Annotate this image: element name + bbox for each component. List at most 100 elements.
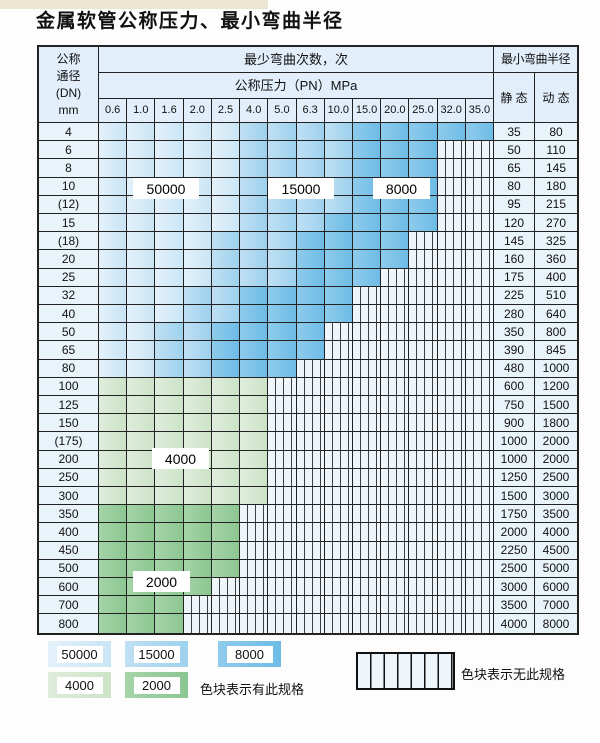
- static-header: 静 态: [494, 73, 535, 122]
- spec-cell: [240, 232, 269, 250]
- spec-cell: [127, 396, 156, 414]
- no-spec-cell: [381, 432, 410, 450]
- zone-value-label: 15000: [268, 178, 334, 199]
- spec-cell: [155, 232, 184, 250]
- spec-cell: [99, 432, 128, 450]
- dn-cell: 32: [39, 286, 99, 305]
- spec-cell: [99, 377, 128, 396]
- bend-cycles-header-group: 最少弯曲次数，次 公称压力（PN）MPa 0.6 1.0 1.6 2.0 2.5 4.0 5…: [99, 47, 494, 122]
- spec-cell: [240, 177, 269, 195]
- spec-cell: [127, 195, 156, 214]
- no-spec-cell: [240, 578, 269, 596]
- no-spec-cell: [437, 286, 466, 305]
- spec-cell: [381, 123, 410, 141]
- spec-cell: [183, 523, 212, 541]
- dynamic-radius-cell: 360: [545, 252, 567, 267]
- no-spec-cell: [268, 468, 297, 487]
- no-spec-cell: [465, 286, 494, 305]
- no-spec-cell: [296, 450, 325, 468]
- spec-cell: [268, 359, 297, 377]
- no-spec-cell: [437, 468, 466, 487]
- spec-cell: [99, 359, 128, 377]
- pressure-value-cell: 25.0: [409, 99, 438, 122]
- no-spec-cell: [324, 396, 353, 414]
- spec-cell: [324, 195, 353, 214]
- table-row: 4 35 80: [39, 123, 577, 142]
- zone-value-label: 4000: [152, 448, 209, 469]
- no-spec-cell: [240, 559, 269, 578]
- spec-cell: [127, 614, 156, 633]
- no-spec-cell: [465, 195, 494, 214]
- no-spec-cell: [465, 214, 494, 232]
- spec-cell: [155, 432, 184, 450]
- no-spec-cell: [352, 377, 382, 396]
- spec-cell: [240, 432, 269, 450]
- legend-swatch: 50000: [48, 641, 111, 667]
- no-spec-cell: [465, 377, 494, 396]
- no-spec-cell: [409, 541, 438, 559]
- pressure-value-cell: 2.0: [184, 99, 212, 122]
- legend-swatch: 4000: [48, 672, 111, 698]
- dn-cell: 200: [39, 450, 99, 468]
- pressure-value-cell: 1.0: [127, 99, 156, 122]
- spec-cell: [127, 487, 156, 505]
- zone-value-label: 50000: [133, 178, 199, 199]
- spec-cells: [99, 505, 494, 523]
- spec-cell: [155, 377, 184, 396]
- spec-cell: [99, 396, 128, 414]
- spec-cell: [240, 341, 269, 359]
- spec-cell: [183, 396, 212, 414]
- no-spec-cell: [381, 487, 410, 505]
- spec-cells: [99, 359, 494, 377]
- spec-cell: [240, 195, 269, 214]
- no-spec-cell: [465, 596, 494, 614]
- spec-cell: [211, 195, 241, 214]
- no-spec-cell: [352, 341, 382, 359]
- spec-cell: [240, 286, 269, 305]
- static-radius-cell: 2500: [494, 559, 535, 578]
- spec-cell: [99, 559, 128, 578]
- no-spec-cell: [437, 250, 466, 268]
- no-spec-cell: [324, 541, 353, 559]
- spec-cell: [211, 559, 241, 578]
- spec-cell: [99, 578, 128, 596]
- dn-cell: 125: [39, 396, 99, 414]
- no-spec-cell: [381, 596, 410, 614]
- no-spec-cell: [409, 450, 438, 468]
- spec-cell: [324, 159, 353, 177]
- spec-cell: [240, 487, 269, 505]
- spec-cell: [99, 596, 128, 614]
- spec-cell: [409, 141, 438, 159]
- static-radius-cell: 80: [494, 177, 535, 195]
- spec-cell: [211, 396, 241, 414]
- spec-cell: [296, 159, 325, 177]
- no-spec-cell: [240, 523, 269, 541]
- dynamic-radius-cell: 8000: [542, 616, 570, 631]
- spec-cell: [409, 195, 438, 214]
- spec-cell: [155, 396, 184, 414]
- pressure-header: 公称压力（PN）MPa: [99, 73, 493, 99]
- table-row: 8 65 145: [39, 159, 577, 178]
- table-row: 32 225 510: [39, 286, 577, 306]
- no-spec-cell: [465, 614, 494, 633]
- no-spec-cell: [240, 614, 269, 633]
- spec-cell: [324, 250, 353, 268]
- spec-cell: [155, 268, 184, 286]
- spec-cell: [99, 123, 128, 141]
- spec-cell: [183, 541, 212, 559]
- no-spec-cell: [465, 432, 494, 450]
- no-spec-cell: [381, 268, 410, 286]
- no-spec-cell: [381, 614, 410, 633]
- no-spec-cell: [324, 468, 353, 487]
- spec-cell: [268, 232, 297, 250]
- dynamic-radius-cell: 1500: [542, 397, 570, 412]
- bend-cycles-header: 最少弯曲次数，次: [99, 47, 493, 73]
- legend-swatch-label: 50000: [56, 645, 103, 663]
- legend-swatch: 15000: [125, 641, 188, 667]
- dn-cell: 500: [39, 559, 99, 578]
- table-row: 40 280 640: [39, 305, 577, 324]
- no-spec-cell: [437, 396, 466, 414]
- no-spec-cell: [409, 286, 438, 305]
- spec-cell: [99, 487, 128, 505]
- spec-cell: [268, 286, 297, 305]
